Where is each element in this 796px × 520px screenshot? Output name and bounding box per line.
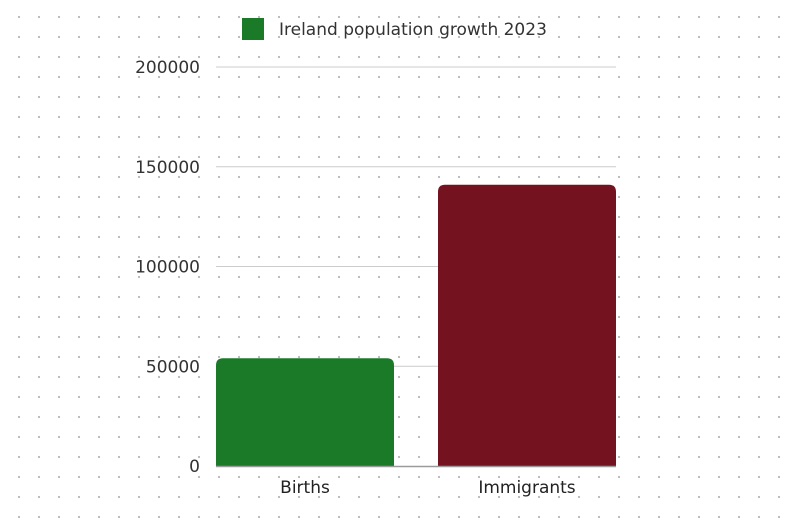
y-tick-label: 0 — [189, 457, 200, 477]
legend-label[interactable]: Ireland population growth 2023 — [279, 20, 547, 40]
legend-swatch[interactable] — [242, 18, 264, 40]
bar-immigrants[interactable] — [438, 184, 616, 466]
legend[interactable]: Ireland population growth 2023 — [242, 18, 547, 40]
y-tick-label: 150000 — [135, 158, 200, 178]
y-tick-label: 200000 — [135, 58, 200, 78]
y-tick-label: 50000 — [146, 357, 200, 377]
y-tick-label: 100000 — [135, 258, 200, 278]
y-axis: 0 50000 100000 150000 200000 — [135, 58, 200, 477]
x-tick-label: Immigrants — [478, 478, 575, 498]
bar-births[interactable] — [216, 358, 394, 466]
bars — [216, 184, 616, 466]
x-tick-label: Births — [280, 478, 330, 498]
x-axis: Births Immigrants — [280, 478, 576, 498]
